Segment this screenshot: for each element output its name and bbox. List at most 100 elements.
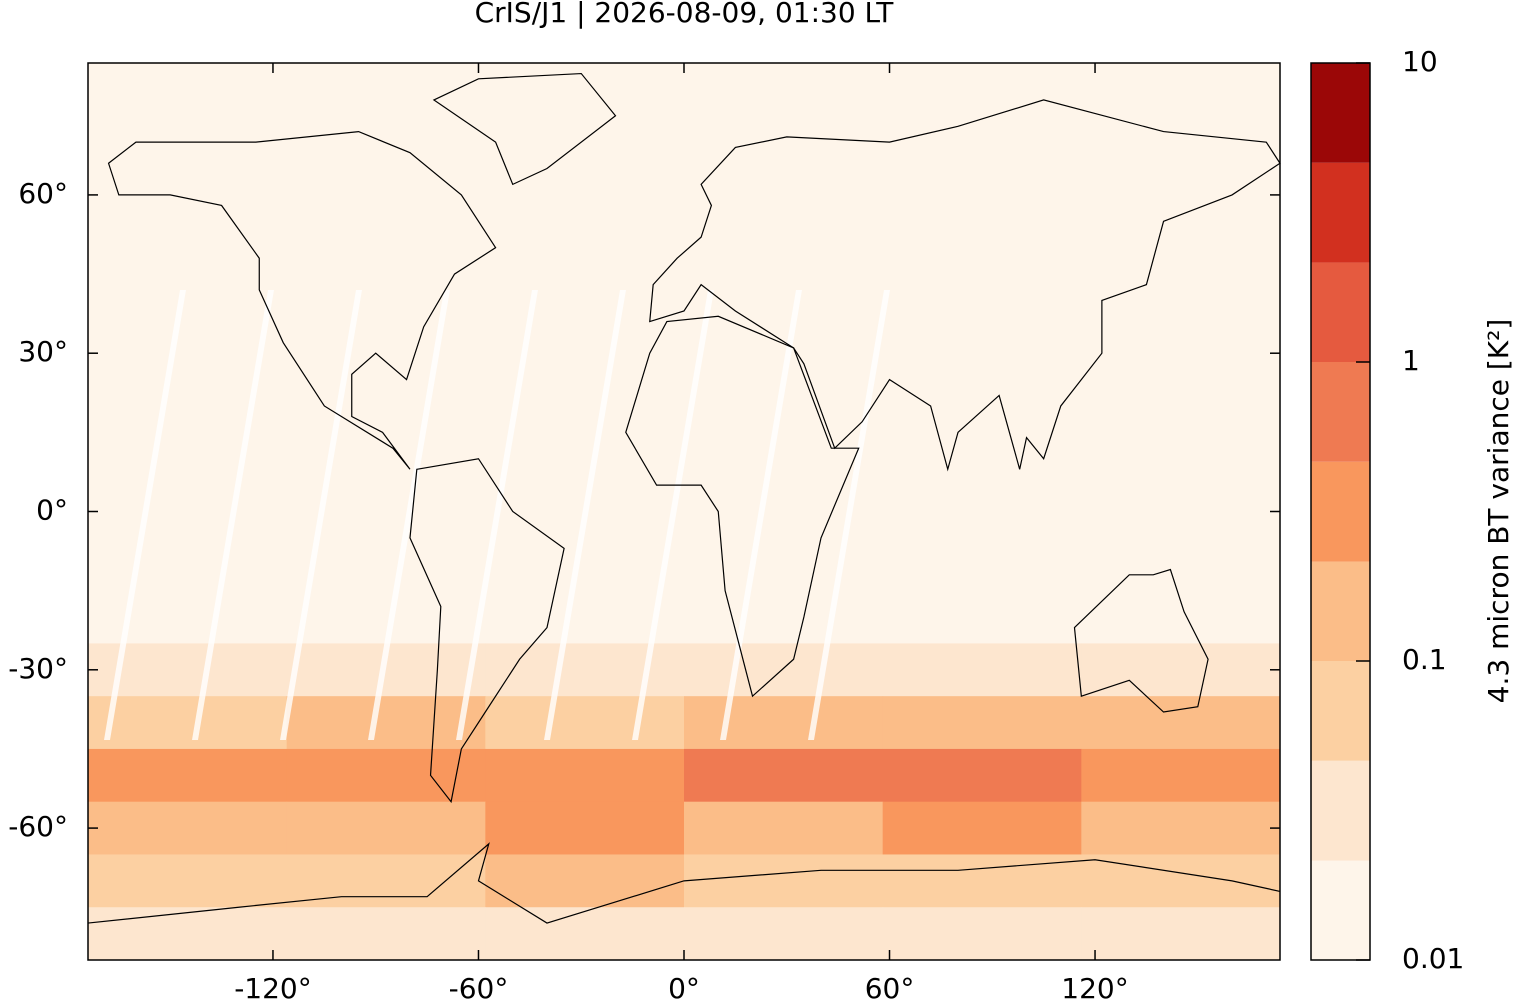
colorbar-segment xyxy=(1311,461,1370,562)
colorbar-segment xyxy=(1311,63,1370,163)
colorbar-segment xyxy=(1311,860,1370,960)
cell xyxy=(1081,485,1281,539)
cell xyxy=(882,854,1082,908)
cell xyxy=(88,432,288,486)
cell xyxy=(485,326,685,381)
colorbar-frame xyxy=(1310,62,1371,961)
cell xyxy=(1081,379,1281,433)
swath-gap xyxy=(632,290,714,740)
cell xyxy=(1081,643,1281,697)
cell xyxy=(88,168,288,222)
cell xyxy=(88,485,288,539)
cell xyxy=(286,379,486,433)
cell xyxy=(485,854,685,908)
cell xyxy=(684,115,884,170)
cell xyxy=(882,590,1082,644)
cell xyxy=(88,696,288,750)
cell xyxy=(286,537,486,592)
cell xyxy=(882,643,1082,697)
cell xyxy=(882,907,1082,961)
cell xyxy=(882,115,1082,170)
y-tick-label: 0° xyxy=(36,494,68,527)
colorbar-segment xyxy=(1311,561,1370,661)
cell xyxy=(882,537,1082,592)
x-tick-label: -60° xyxy=(449,972,509,1002)
swath-gap xyxy=(104,290,186,740)
cell xyxy=(88,274,288,328)
cell xyxy=(286,221,486,275)
cell xyxy=(684,696,884,750)
cell xyxy=(286,63,486,117)
colorbar-label: 4.3 micron BT variance [K²] xyxy=(1482,319,1515,704)
cell xyxy=(684,274,884,328)
cell xyxy=(88,590,288,644)
cell xyxy=(485,168,685,222)
swath-gap xyxy=(456,290,538,740)
cell xyxy=(485,696,685,750)
coastline xyxy=(1073,568,1209,713)
cell xyxy=(882,379,1082,433)
coastline xyxy=(87,842,1281,924)
colorbar-segment xyxy=(1311,262,1370,362)
coastline xyxy=(625,315,860,698)
colorbar-tick-label: 1 xyxy=(1402,344,1420,377)
cell xyxy=(1081,168,1281,222)
cell xyxy=(286,432,486,486)
cell xyxy=(88,63,288,117)
cell xyxy=(882,63,1082,117)
cell xyxy=(882,274,1082,328)
cell xyxy=(1081,748,1281,803)
cell xyxy=(684,590,884,644)
y-tick-label: 60° xyxy=(18,177,68,210)
cell xyxy=(286,801,486,855)
cell xyxy=(485,801,685,855)
x-tick-label: -120° xyxy=(234,972,312,1002)
cell xyxy=(684,537,884,592)
cell xyxy=(684,643,884,697)
colorbar-segment xyxy=(1311,760,1370,861)
cell xyxy=(286,168,486,222)
cell xyxy=(88,326,288,381)
cell xyxy=(882,221,1082,275)
cell xyxy=(1081,432,1281,486)
cell xyxy=(882,696,1082,750)
cell xyxy=(684,168,884,222)
colorbar-tick-label: 0.01 xyxy=(1402,942,1464,975)
cell xyxy=(684,63,884,117)
cell xyxy=(485,115,685,170)
cell xyxy=(88,801,288,855)
cell xyxy=(88,537,288,592)
cell xyxy=(485,643,685,697)
cell xyxy=(1081,221,1281,275)
coastlines xyxy=(87,72,1281,924)
swath-gap xyxy=(368,290,450,740)
cell xyxy=(882,168,1082,222)
swath-gap xyxy=(192,290,274,740)
cell xyxy=(882,748,1082,803)
cell xyxy=(286,274,486,328)
coastline xyxy=(409,458,565,804)
colorbar-tick-label: 0.1 xyxy=(1402,643,1447,676)
cell xyxy=(286,696,486,750)
cell xyxy=(1081,537,1281,592)
cell xyxy=(88,221,288,275)
cell xyxy=(882,326,1082,381)
cell xyxy=(1081,801,1281,855)
cell xyxy=(485,907,685,961)
y-tick-label: 30° xyxy=(18,335,68,368)
y-tick-label: -30° xyxy=(8,652,68,685)
cell xyxy=(88,854,288,908)
cell xyxy=(1081,590,1281,644)
chart-title: CrIS/J1 | 2026-08-09, 01:30 LT xyxy=(475,0,895,29)
axes: -120° -60° 0° 60° 120° 60° 30° 0° -30° -60° 10 1 0.1… xyxy=(8,45,1464,1002)
coastline xyxy=(107,130,497,470)
cell xyxy=(286,326,486,381)
cell xyxy=(485,221,685,275)
cell xyxy=(1081,326,1281,381)
cell xyxy=(485,537,685,592)
field xyxy=(88,63,1281,961)
cell xyxy=(882,801,1082,855)
colorbar-segment xyxy=(1311,661,1370,761)
cell xyxy=(88,907,288,961)
